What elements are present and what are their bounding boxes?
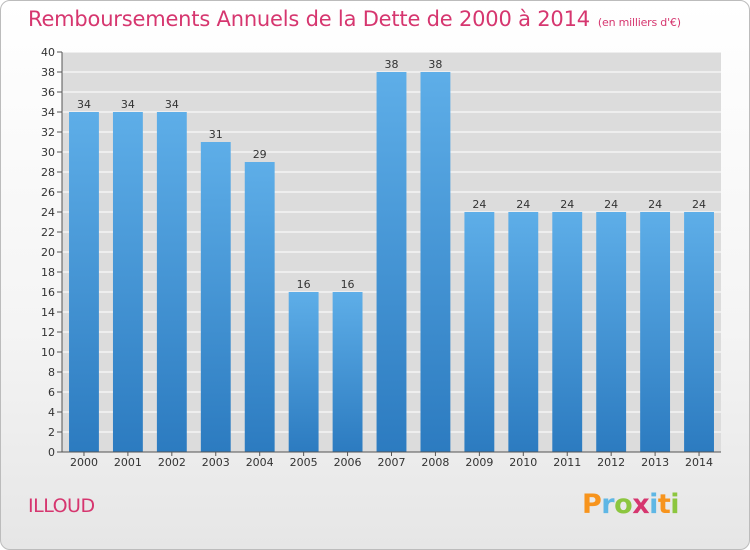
x-tick-label: 2008 xyxy=(421,456,449,469)
data-label: 34 xyxy=(77,98,91,111)
bar xyxy=(552,212,583,452)
x-tick-label: 2002 xyxy=(158,456,186,469)
data-label: 31 xyxy=(209,128,223,141)
data-label: 38 xyxy=(385,58,399,71)
logo-letter: i xyxy=(670,489,680,520)
y-tick-label: 4 xyxy=(48,406,55,419)
y-tick-label: 16 xyxy=(41,286,55,299)
data-label: 38 xyxy=(428,58,442,71)
y-tick-label: 20 xyxy=(41,246,55,259)
logo-letter: r xyxy=(601,489,615,520)
logo-letter: i xyxy=(649,489,658,520)
data-label: 16 xyxy=(297,278,311,291)
chart-title-text: Remboursements Annuels de la Dette de 20… xyxy=(28,7,590,31)
y-tick-label: 36 xyxy=(41,86,55,99)
data-label: 29 xyxy=(253,148,267,161)
data-label: 16 xyxy=(341,278,355,291)
x-tick-label: 2006 xyxy=(334,456,362,469)
bar xyxy=(200,142,231,452)
data-label: 34 xyxy=(165,98,179,111)
y-tick-label: 12 xyxy=(41,326,55,339)
bar xyxy=(244,162,275,452)
data-label: 24 xyxy=(604,198,618,211)
chart-unit: (en milliers d'€) xyxy=(597,16,681,29)
plot-area: 0246810121416182022242628303234363840342… xyxy=(41,46,721,469)
bar xyxy=(156,112,187,452)
logo-letter: o xyxy=(614,489,633,520)
data-label: 24 xyxy=(472,198,486,211)
x-tick-label: 2005 xyxy=(290,456,318,469)
y-tick-label: 38 xyxy=(41,66,55,79)
bar xyxy=(332,292,363,452)
data-label: 24 xyxy=(560,198,574,211)
bar xyxy=(376,72,407,452)
bar xyxy=(640,212,671,452)
y-tick-label: 40 xyxy=(41,46,55,59)
data-label: 24 xyxy=(516,198,530,211)
bar xyxy=(464,212,495,452)
y-tick-label: 26 xyxy=(41,186,55,199)
x-tick-label: 2011 xyxy=(553,456,581,469)
y-tick-label: 18 xyxy=(41,266,55,279)
y-tick-label: 30 xyxy=(41,146,55,159)
bar xyxy=(684,212,714,452)
commune-name: ILLOUD xyxy=(28,495,95,517)
x-tick-label: 2000 xyxy=(70,456,98,469)
x-tick-label: 2012 xyxy=(597,456,625,469)
y-tick-label: 32 xyxy=(41,126,55,139)
bar xyxy=(596,212,627,452)
x-tick-label: 2010 xyxy=(509,456,537,469)
x-tick-label: 2001 xyxy=(114,456,142,469)
logo-letter: x xyxy=(632,489,650,520)
bar xyxy=(288,292,319,452)
y-tick-label: 8 xyxy=(48,366,55,379)
bar xyxy=(508,212,539,452)
chart-title: Remboursements Annuels de la Dette de 20… xyxy=(28,7,681,31)
y-tick-label: 6 xyxy=(48,386,55,399)
proxiti-logo: Proxiti xyxy=(582,489,680,520)
data-label: 34 xyxy=(121,98,135,111)
y-tick-label: 0 xyxy=(48,446,55,459)
x-tick-label: 2009 xyxy=(465,456,493,469)
bar xyxy=(112,112,143,452)
y-tick-label: 14 xyxy=(41,306,55,319)
logo-letter: t xyxy=(657,489,671,520)
x-tick-label: 2003 xyxy=(202,456,230,469)
bar xyxy=(420,72,451,452)
y-tick-label: 2 xyxy=(48,426,55,439)
bar xyxy=(69,112,99,452)
y-tick-label: 10 xyxy=(41,346,55,359)
x-tick-label: 2013 xyxy=(641,456,669,469)
data-label: 24 xyxy=(692,198,706,211)
x-tick-label: 2007 xyxy=(378,456,406,469)
x-tick-label: 2014 xyxy=(685,456,713,469)
y-tick-label: 28 xyxy=(41,166,55,179)
x-tick-label: 2004 xyxy=(246,456,274,469)
data-label: 24 xyxy=(648,198,662,211)
y-tick-label: 22 xyxy=(41,226,55,239)
logo-letter: P xyxy=(582,489,602,520)
y-tick-label: 24 xyxy=(41,206,55,219)
y-tick-label: 34 xyxy=(41,106,55,119)
